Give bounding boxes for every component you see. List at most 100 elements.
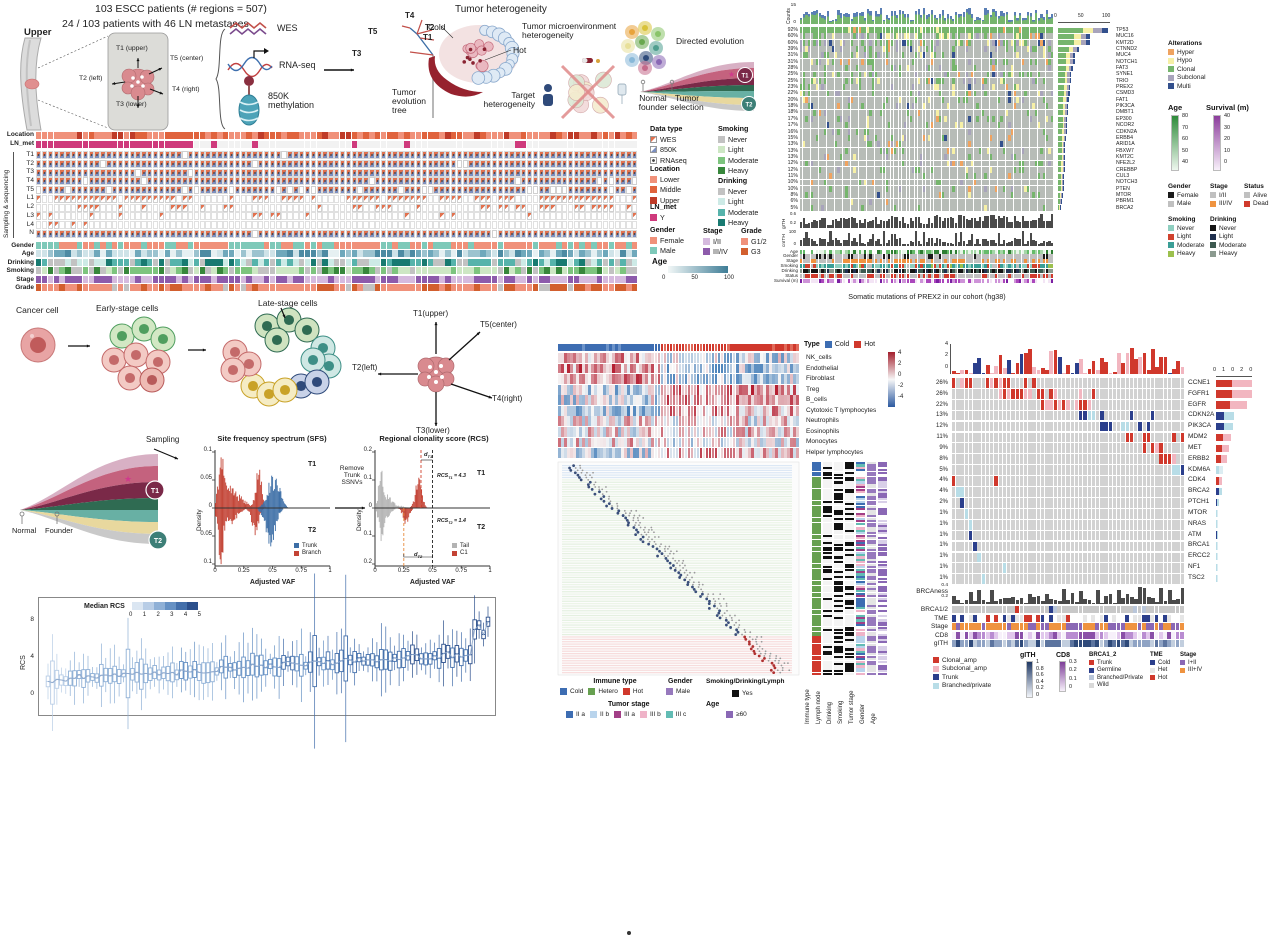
oncoB-cell <box>904 46 907 52</box>
oncoB-cell <box>1000 173 1003 180</box>
oncoB-cell <box>989 84 992 91</box>
matrix-cell <box>515 186 521 195</box>
track-segment <box>345 250 352 257</box>
oncoB-cell <box>946 205 950 211</box>
oncoB-cell <box>952 39 955 46</box>
oncoB-cell <box>834 27 837 33</box>
oncoB-cell <box>837 185 840 192</box>
oncoB-cell <box>933 27 936 33</box>
oncoB-cell <box>1037 84 1041 91</box>
track-segment <box>597 241 603 249</box>
oncoB-cell <box>802 160 805 167</box>
oncoB-cell <box>1043 173 1046 180</box>
oncoB-cell <box>810 52 813 59</box>
oncoB-cell <box>938 116 942 122</box>
matrix-cell <box>556 186 562 195</box>
oncoB-cell <box>944 33 947 40</box>
oncoB-cell <box>992 116 995 122</box>
oncoB-cell <box>1027 96 1030 103</box>
oncoB-cell <box>941 58 944 65</box>
oncoB-cell <box>882 33 886 40</box>
oncoB-cell <box>928 154 931 161</box>
track-segment <box>293 131 299 139</box>
track-segment <box>147 284 153 291</box>
oncoB-cell <box>989 96 992 103</box>
oncoB-cell <box>1032 46 1035 52</box>
oncoB-pct: 60% <box>787 33 798 40</box>
target-heterogeneity-label: Target heterogeneity <box>470 91 535 109</box>
oncoB-cell <box>944 166 947 173</box>
track-segment <box>345 131 352 139</box>
oncoB-cell <box>1035 185 1038 192</box>
oncoB-cell <box>1000 103 1003 110</box>
matrix-cell <box>199 168 206 177</box>
track-segment <box>427 284 433 291</box>
count-bar <box>861 12 864 24</box>
oncoB-cell <box>1011 58 1014 65</box>
oncoB-cell <box>832 77 835 84</box>
matrix-cell <box>193 194 200 203</box>
track-segment <box>252 140 258 148</box>
oncoB-cell <box>885 65 888 72</box>
oncoB-cell <box>829 33 832 40</box>
oncoB-cell <box>1011 116 1014 122</box>
oncoB-cell <box>1016 90 1019 97</box>
track-segment <box>41 241 48 249</box>
track-segment <box>287 284 293 291</box>
track-segment <box>281 284 287 291</box>
oncoB-cell <box>1035 39 1038 46</box>
oncoB-cell <box>952 96 955 103</box>
legend-swatch <box>718 208 725 216</box>
oncoB-cell <box>874 27 878 33</box>
oncoB-cell <box>981 160 984 167</box>
oncoB-cell <box>837 141 840 148</box>
oncoB-cell <box>888 128 891 135</box>
oncoB-cell <box>832 179 835 186</box>
oncoB-cell <box>834 154 837 161</box>
matrix-cell <box>626 159 632 168</box>
oncoB-cell <box>818 122 821 129</box>
oncoB-cell <box>853 103 856 110</box>
oncoB-cell <box>987 33 990 40</box>
matrix-cell <box>304 159 311 168</box>
track-segment <box>328 267 334 274</box>
oncoB-cell <box>1029 179 1033 186</box>
oncoB-cell <box>874 128 878 135</box>
oncoB-cell <box>995 192 998 199</box>
oncoB-cell <box>800 160 803 167</box>
oncoB-cell <box>810 65 813 72</box>
oncoB-cell <box>960 39 963 46</box>
track-segment <box>158 241 165 249</box>
oncoB-cell <box>965 160 968 167</box>
track-segment <box>53 267 59 274</box>
oncoB-cell <box>896 109 899 116</box>
count-bar <box>989 15 992 24</box>
oncoB-cell <box>1013 96 1016 103</box>
oncoB-cell <box>971 179 974 186</box>
oncoB-cell <box>981 192 984 199</box>
oncoB-cell <box>936 179 939 186</box>
oncoB-cell <box>837 52 840 59</box>
oncoB-cell <box>920 122 923 129</box>
matrix-cell <box>585 177 591 186</box>
oncoB-cell <box>997 84 1000 91</box>
oncoB-cell <box>824 52 827 59</box>
oncoB-cell <box>968 160 971 167</box>
oncoB-cell <box>938 84 942 91</box>
oncoB-cell <box>832 109 835 116</box>
matrix-cell <box>164 203 170 212</box>
track-segment <box>152 267 159 274</box>
oncoB-cell <box>981 198 984 205</box>
oncoB-cell <box>808 96 811 103</box>
oncoB-cell <box>912 58 915 65</box>
track-segment <box>240 140 246 148</box>
oncoB-cell <box>904 116 907 122</box>
track-segment <box>117 275 124 283</box>
oncoB-cell <box>930 84 934 91</box>
oncoB-cell <box>912 141 915 148</box>
oncoB-cell <box>810 160 813 167</box>
oncoB-cell <box>813 103 816 110</box>
track-segment <box>410 258 416 266</box>
oncoB-cell <box>962 109 966 116</box>
matrix-cell <box>544 151 550 160</box>
